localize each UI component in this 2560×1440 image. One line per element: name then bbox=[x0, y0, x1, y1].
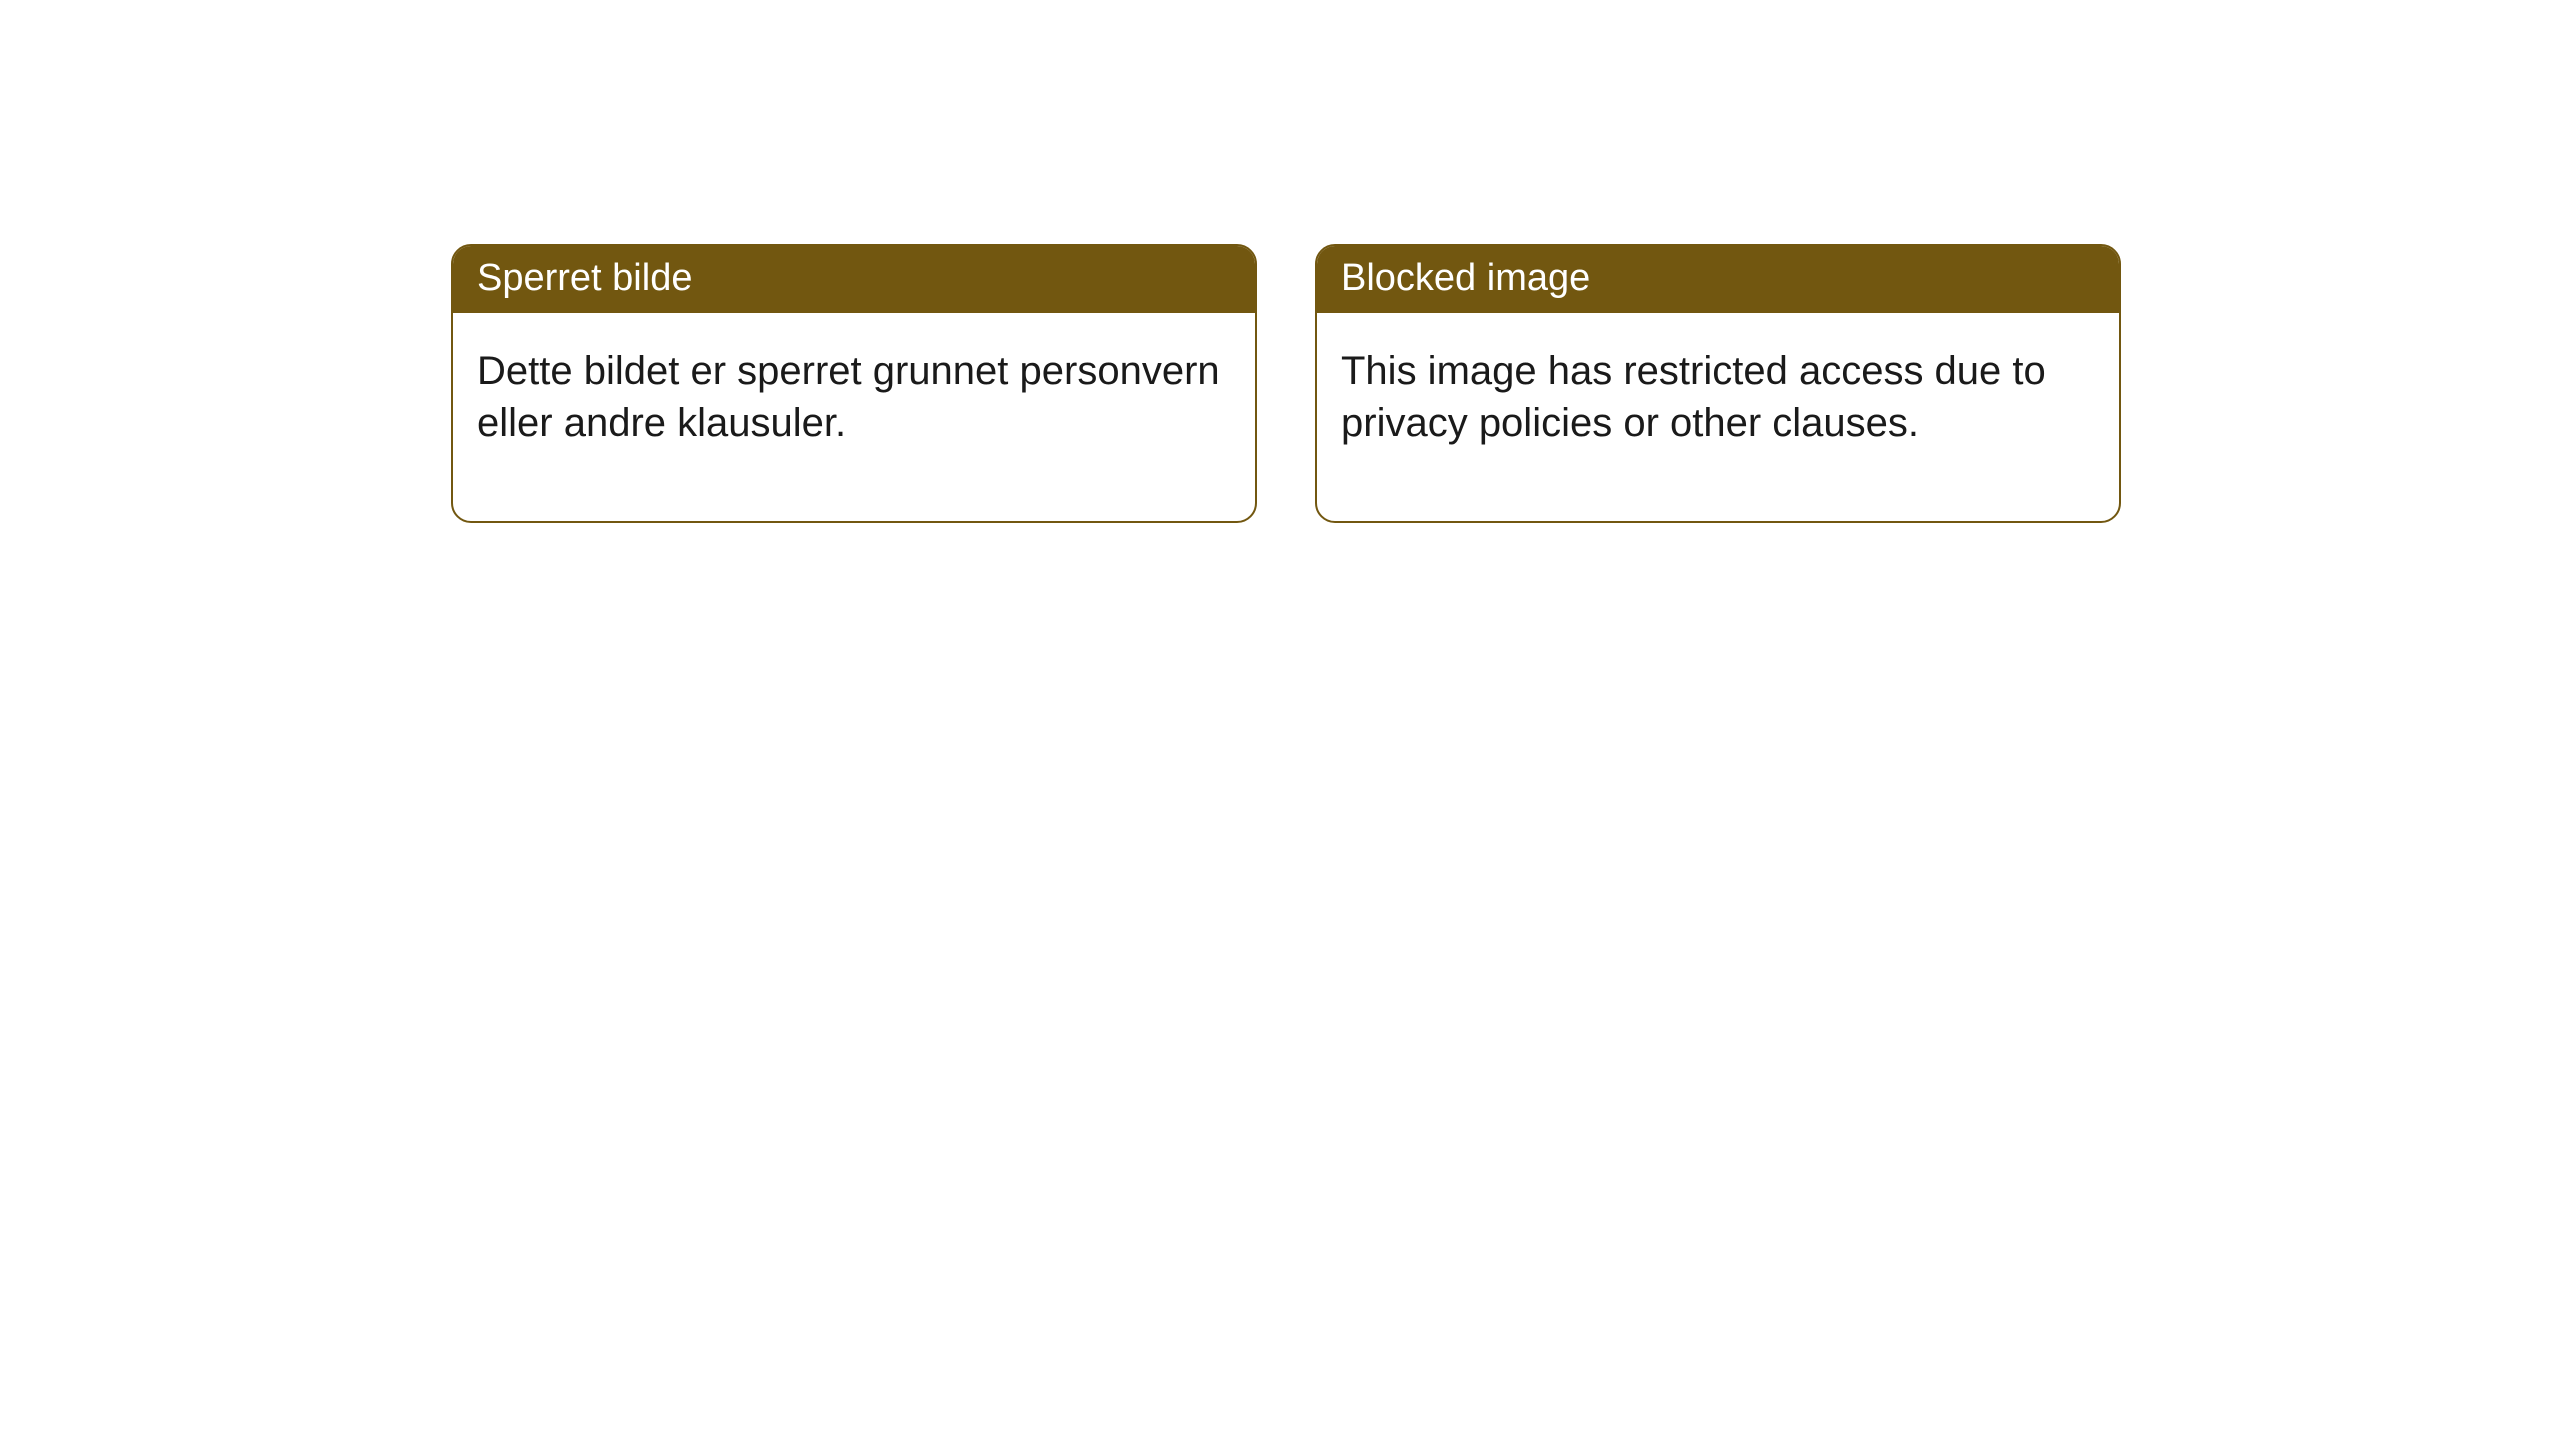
notice-container: Sperret bilde Dette bildet er sperret gr… bbox=[0, 0, 2560, 523]
notice-header: Blocked image bbox=[1317, 246, 2119, 313]
notice-body: Dette bildet er sperret grunnet personve… bbox=[453, 313, 1255, 521]
notice-body: This image has restricted access due to … bbox=[1317, 313, 2119, 521]
notice-card-english: Blocked image This image has restricted … bbox=[1315, 244, 2121, 523]
notice-card-norwegian: Sperret bilde Dette bildet er sperret gr… bbox=[451, 244, 1257, 523]
notice-header: Sperret bilde bbox=[453, 246, 1255, 313]
